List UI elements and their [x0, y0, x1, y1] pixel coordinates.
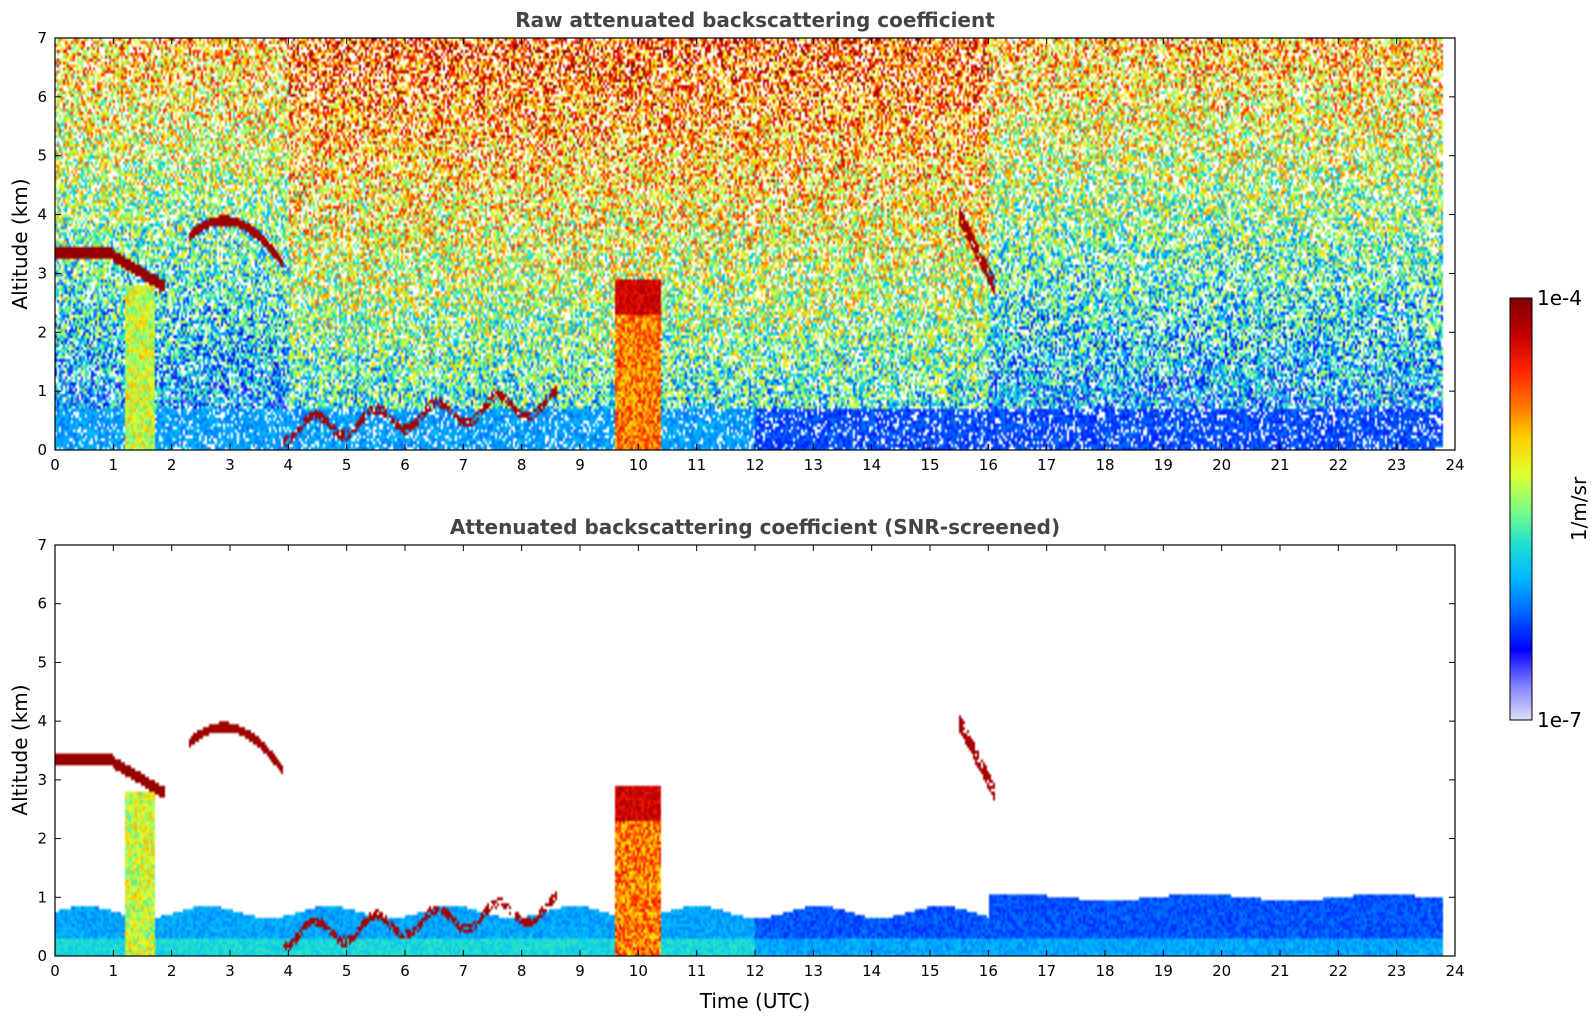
y-tick-label: 6 — [37, 595, 47, 613]
x-tick-label: 16 — [979, 456, 998, 474]
x-tick-label: 22 — [1329, 456, 1348, 474]
x-tick-label: 14 — [862, 456, 881, 474]
panel-screened-xlabel: Time (UTC) — [699, 989, 811, 1013]
panel-screened-title: Attenuated backscattering coefficient (S… — [450, 515, 1060, 539]
y-tick-label: 2 — [37, 830, 47, 848]
x-tick-label: 8 — [517, 962, 527, 980]
x-tick-label: 24 — [1445, 456, 1464, 474]
y-tick-label: 0 — [37, 947, 47, 965]
x-tick-label: 9 — [575, 962, 585, 980]
colorbar-unit-label: 1/m/sr — [1567, 476, 1591, 541]
y-tick-label: 4 — [37, 712, 47, 730]
panel-screened: Attenuated backscattering coefficient (S… — [8, 515, 1465, 1013]
heatmap-image-raw — [55, 38, 1455, 450]
y-tick-label: 6 — [37, 88, 47, 106]
x-tick-label: 3 — [225, 962, 235, 980]
panel-screened-heatmap — [55, 545, 1455, 956]
x-tick-label: 10 — [629, 962, 648, 980]
x-tick-label: 12 — [745, 456, 764, 474]
x-tick-label: 16 — [979, 962, 998, 980]
x-tick-label: 21 — [1270, 962, 1289, 980]
x-tick-label: 23 — [1387, 456, 1406, 474]
x-tick-label: 15 — [920, 962, 939, 980]
x-tick-label: 7 — [459, 962, 469, 980]
colorbar-max-label: 1e-4 — [1537, 286, 1582, 310]
panel-raw: Raw attenuated backscattering coefficien… — [8, 8, 1465, 474]
panel-raw-axes: 0 1 2 3 4 5 6 7 8 9 10 11 12 13 14 15 16 17 18 19 20 21 22 23 24… — [37, 29, 1464, 474]
panel-raw-title: Raw attenuated backscattering coefficien… — [515, 8, 995, 32]
x-tick-label: 14 — [862, 962, 881, 980]
x-tick-label: 23 — [1387, 962, 1406, 980]
x-tick-label: 0 — [50, 456, 60, 474]
colorbar-min-label: 1e-7 — [1537, 708, 1582, 732]
x-tick-label: 4 — [284, 456, 294, 474]
panel-raw-heatmap — [55, 38, 1455, 450]
y-tick-label: 1 — [37, 382, 47, 400]
x-tick-label: 1 — [109, 962, 119, 980]
x-tick-label: 17 — [1037, 456, 1056, 474]
y-tick-label: 5 — [37, 653, 47, 671]
x-tick-label: 18 — [1095, 456, 1114, 474]
x-tick-label: 5 — [342, 962, 352, 980]
x-tick-label: 20 — [1212, 456, 1231, 474]
heatmap-image-screened — [55, 545, 1455, 956]
y-tick-label: 5 — [37, 147, 47, 165]
y-tick-label: 3 — [37, 771, 47, 789]
x-tick-label: 3 — [225, 456, 235, 474]
y-tick-label: 7 — [37, 29, 47, 47]
colorbar-gradient — [1509, 297, 1533, 721]
x-tick-label: 13 — [804, 456, 823, 474]
x-tick-label: 8 — [517, 456, 527, 474]
x-tick-label: 17 — [1037, 962, 1056, 980]
x-tick-label: 0 — [50, 962, 60, 980]
y-tick-label: 2 — [37, 323, 47, 341]
x-tick-label: 18 — [1095, 962, 1114, 980]
x-tick-label: 6 — [400, 456, 410, 474]
colorbar: 1e-4 1e-7 1/m/sr — [1509, 286, 1591, 732]
panel-raw-ylabel: Altitude (km) — [8, 178, 32, 309]
y-tick-label: 0 — [37, 441, 47, 459]
x-tick-label: 19 — [1154, 962, 1173, 980]
x-tick-label: 2 — [167, 456, 177, 474]
y-tick-label: 1 — [37, 888, 47, 906]
x-tick-label: 4 — [284, 962, 294, 980]
x-tick-label: 12 — [745, 962, 764, 980]
x-tick-label: 5 — [342, 456, 352, 474]
x-tick-label: 9 — [575, 456, 585, 474]
x-tick-label: 13 — [804, 962, 823, 980]
y-tick-label: 4 — [37, 206, 47, 224]
x-tick-label: 1 — [109, 456, 119, 474]
x-tick-label: 11 — [687, 962, 706, 980]
panel-screened-ylabel: Altitude (km) — [8, 684, 32, 815]
x-tick-label: 24 — [1445, 962, 1464, 980]
x-tick-label: 21 — [1270, 456, 1289, 474]
x-tick-label: 10 — [629, 456, 648, 474]
x-tick-label: 7 — [459, 456, 469, 474]
x-tick-label: 20 — [1212, 962, 1231, 980]
y-tick-label: 7 — [37, 536, 47, 554]
x-tick-label: 2 — [167, 962, 177, 980]
y-tick-label: 3 — [37, 264, 47, 282]
x-tick-label: 6 — [400, 962, 410, 980]
x-tick-label: 22 — [1329, 962, 1348, 980]
x-tick-label: 11 — [687, 456, 706, 474]
x-tick-label: 15 — [920, 456, 939, 474]
x-tick-label: 19 — [1154, 456, 1173, 474]
panel-screened-axes: 0 1 2 3 4 5 6 7 8 9 10 11 12 13 14 15 16 17 18 19 20 21 22 23 24… — [37, 536, 1464, 980]
